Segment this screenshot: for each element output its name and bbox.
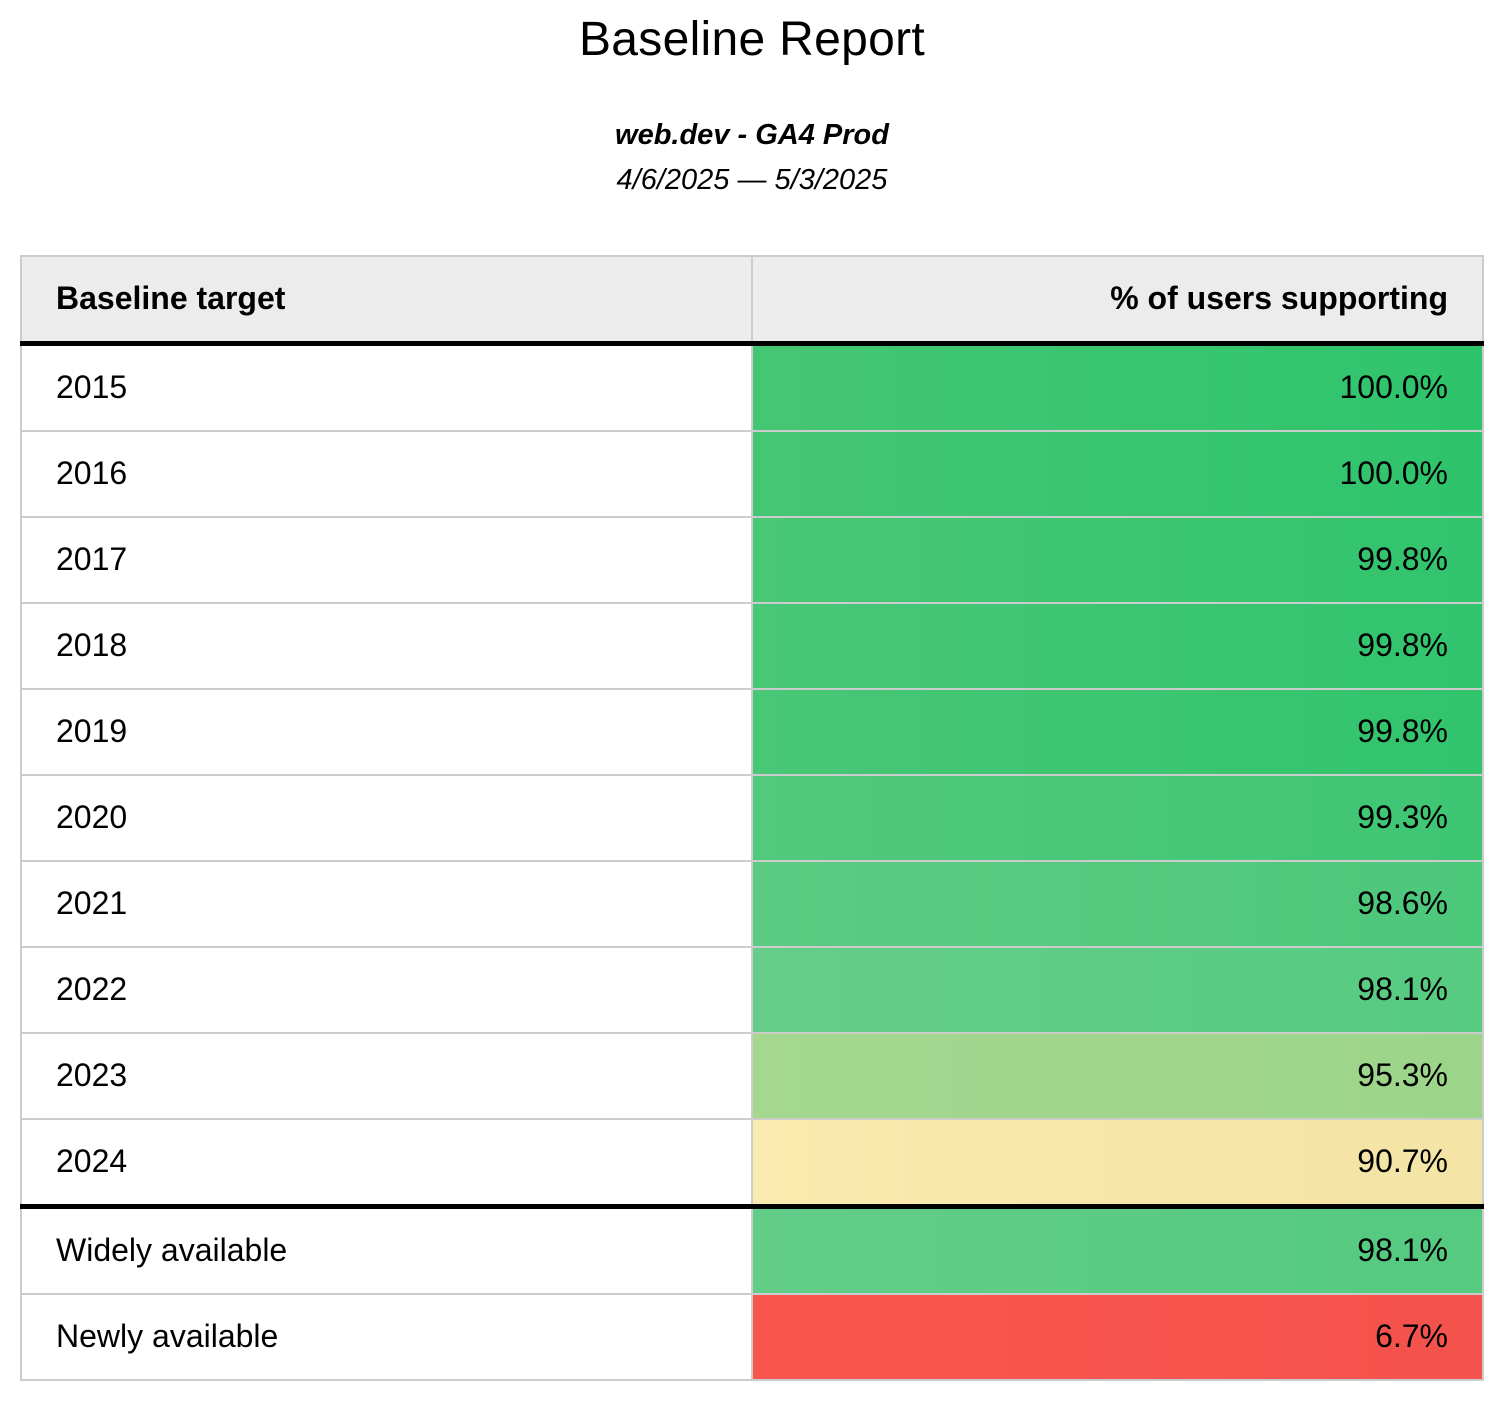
row-label: 2016 <box>20 429 753 518</box>
table-body: 2015 100.0% 2016 100.0% 2017 99.8% 2018 … <box>20 342 1484 1381</box>
row-label: Newly available <box>20 1292 753 1381</box>
table-row: 2024 90.7% <box>20 1117 1484 1208</box>
row-value: 99.8% <box>751 687 1484 776</box>
row-value: 95.3% <box>751 1031 1484 1120</box>
row-value: 98.1% <box>751 1203 1484 1295</box>
row-value: 98.1% <box>751 945 1484 1034</box>
table-row: 2022 98.1% <box>20 945 1484 1034</box>
row-value: 90.7% <box>751 1117 1484 1208</box>
report-source-subtitle: web.dev - GA4 Prod <box>615 118 889 151</box>
row-value: 99.8% <box>751 515 1484 604</box>
table-row: 2018 99.8% <box>20 601 1484 690</box>
table-row: Newly available 6.7% <box>20 1292 1484 1381</box>
row-label: 2022 <box>20 945 753 1034</box>
table-row: 2016 100.0% <box>20 429 1484 518</box>
table-row: 2017 99.8% <box>20 515 1484 604</box>
table-header-row: Baseline target % of users supporting <box>20 254 1484 346</box>
table-row: 2023 95.3% <box>20 1031 1484 1120</box>
page-title: Baseline Report <box>578 13 926 66</box>
row-value: 100.0% <box>751 342 1484 432</box>
table-row: 2021 98.6% <box>20 859 1484 948</box>
row-label: 2019 <box>20 687 753 776</box>
row-value: 6.7% <box>751 1292 1484 1381</box>
report-date-range: 4/6/2025 — 5/3/2025 <box>616 163 888 196</box>
table-header: Baseline target % of users supporting <box>20 254 1484 346</box>
row-value: 99.3% <box>751 773 1484 862</box>
row-value: 99.8% <box>751 601 1484 690</box>
row-label: 2015 <box>20 342 753 432</box>
table-row: Widely available 98.1% <box>20 1203 1484 1295</box>
row-label: 2024 <box>20 1117 753 1208</box>
column-header-percent-users: % of users supporting <box>751 254 1484 346</box>
table-row: 2019 99.8% <box>20 687 1484 776</box>
row-label: 2017 <box>20 515 753 604</box>
table-row: 2020 99.3% <box>20 773 1484 862</box>
row-label: 2023 <box>20 1031 753 1120</box>
table-row: 2015 100.0% <box>20 342 1484 432</box>
row-label: 2021 <box>20 859 753 948</box>
row-value: 100.0% <box>751 429 1484 518</box>
row-label: Widely available <box>20 1203 753 1295</box>
row-value: 98.6% <box>751 859 1484 948</box>
column-header-baseline-target: Baseline target <box>20 254 753 346</box>
row-label: 2018 <box>20 601 753 690</box>
baseline-report-table: Baseline target % of users supporting 20… <box>20 254 1484 1381</box>
row-label: 2020 <box>20 773 753 862</box>
report-header: Baseline Report web.dev - GA4 Prod 4/6/2… <box>0 0 1504 197</box>
